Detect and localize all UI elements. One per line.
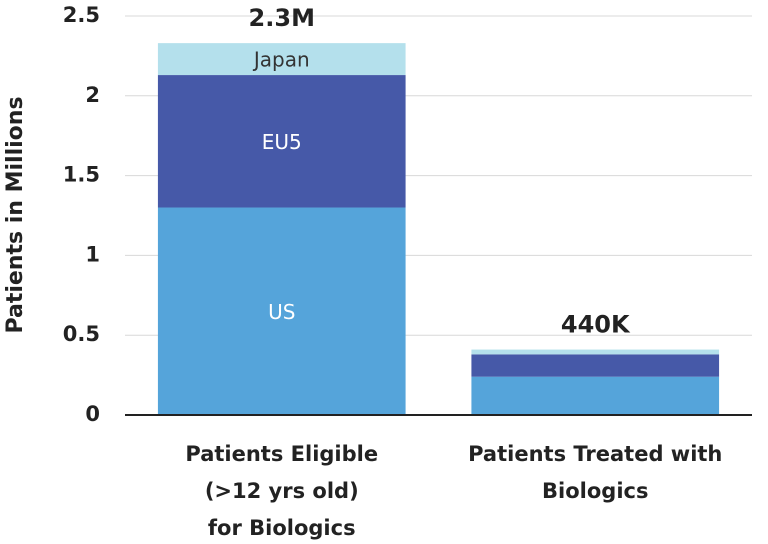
y-tick-label: 0 [85,402,100,426]
total-label: 2.3M [249,4,315,32]
segment-label: EU5 [262,130,302,154]
y-tick-label: 1 [85,242,100,266]
x-tick-label: Patients Eligible (>12 yrs old) for Biol… [185,442,379,540]
segment-label: US [268,300,295,324]
y-axis-label: Patients in Millions [3,96,28,333]
bar-segment [471,349,720,355]
x-tick-label: Patients Treated with Biologics [468,442,723,503]
bar-segment [471,354,720,377]
bar-segment [157,43,406,76]
y-tick-label: 2 [85,83,100,107]
y-tick-label: 1.5 [63,163,100,187]
bar-segment [157,75,406,208]
bar-segment [471,376,720,415]
y-tick-label: 2.5 [63,3,100,27]
bar-segment [157,207,406,415]
y-tick-label: 0.5 [63,322,100,346]
total-label: 440K [561,311,631,339]
segment-label: Japan [252,48,310,72]
